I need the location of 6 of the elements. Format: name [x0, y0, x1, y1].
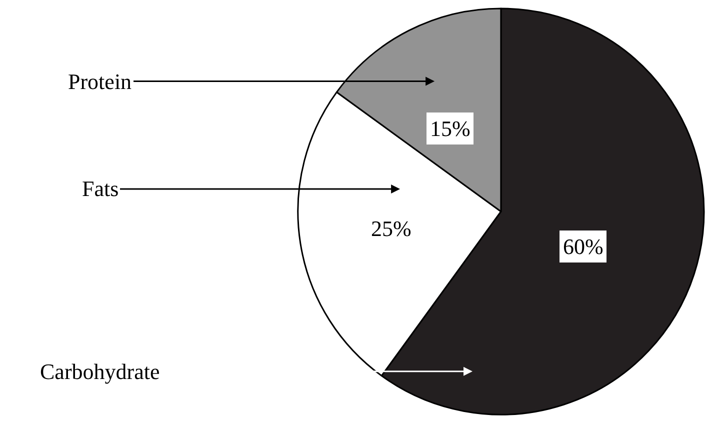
- data-label: 15%: [430, 116, 470, 141]
- data-label: 60%: [563, 234, 604, 259]
- slice-label: Carbohydrate: [40, 359, 160, 384]
- data-label: 25%: [371, 216, 412, 241]
- slice-label: Fats: [82, 176, 119, 201]
- slice-label: Protein: [68, 69, 132, 94]
